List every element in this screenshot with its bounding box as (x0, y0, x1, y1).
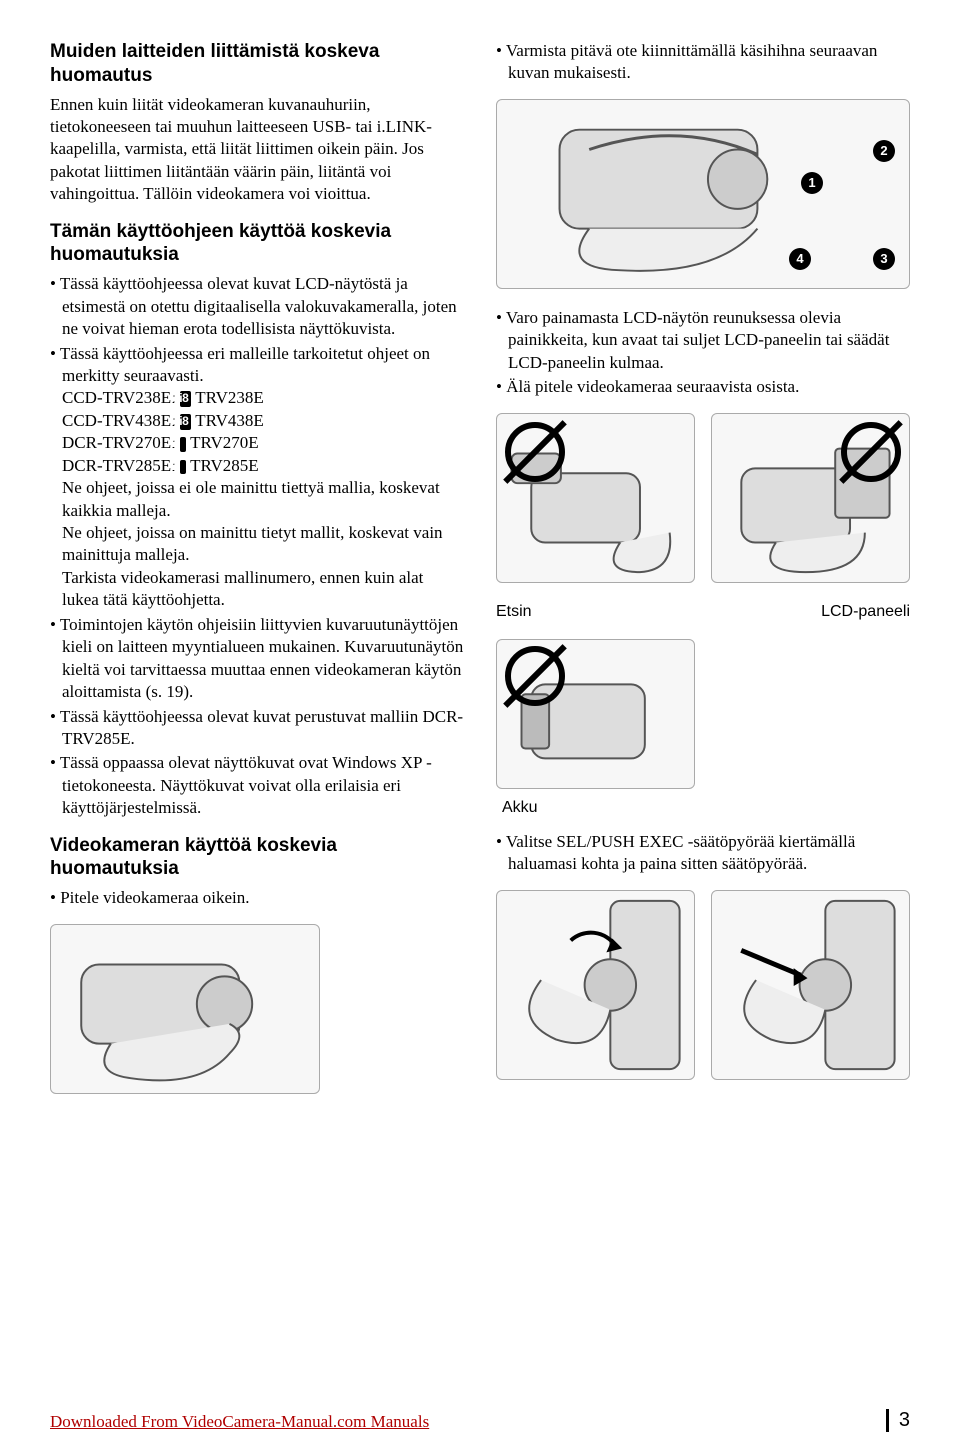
para-other-devices: Ennen kuin liität videokameran kuvanauhu… (50, 94, 464, 206)
dial-illustration-row (496, 890, 910, 1080)
hi8-icon: Hi8 (180, 391, 191, 407)
callout-3: 3 (873, 248, 895, 270)
manual-notes-list: Tässä käyttöohjeessa olevat kuvat LCD-nä… (50, 273, 464, 820)
note-sel-push-exec: Valitse SEL/PUSH EXEC -säätöpyörää kiert… (496, 831, 910, 876)
illustration-dial-turn (496, 890, 695, 1080)
note-based-on-model: Tässä käyttöohjeessa olevat kuvat perust… (50, 706, 464, 751)
page-number: 3 (886, 1409, 910, 1432)
caption-battery: Akku (502, 799, 695, 817)
hi8-icon: Hi8 (180, 414, 191, 430)
digital8-icon: D (180, 460, 186, 475)
digital8-icon: D (180, 437, 186, 452)
illustration-battery (496, 639, 695, 789)
illustration-dial-push (711, 890, 910, 1080)
callout-1: 1 (801, 172, 823, 194)
heading-camera-notes: Videokameran käyttöä koskevia huomautuks… (50, 834, 464, 882)
dont-hold-row-1 (496, 413, 910, 583)
note-model-marks: Tässä käyttöohjeessa eri malleille tarko… (50, 343, 464, 612)
note-grip-strap: Varmista pitävä ote kiinnittämällä käsih… (496, 40, 910, 85)
prohibit-icon (841, 422, 901, 482)
note-windows-screenshots: Tässä oppaassa olevat näyttökuvat ovat W… (50, 752, 464, 819)
caption-viewfinder: Etsin (496, 603, 693, 621)
left-column: Muiden laitteiden liittämistä koskeva hu… (50, 40, 464, 1094)
prohibit-icon (505, 646, 565, 706)
illustration-viewfinder (496, 413, 695, 583)
caption-lcd: LCD-paneeli (713, 603, 910, 621)
note-dont-hold-by: Älä pitele videokameraa seuraavista osis… (496, 376, 910, 398)
illustration-lcd-panel (711, 413, 910, 583)
note-hold-correctly: Pitele videokameraa oikein. (50, 887, 464, 909)
prohibit-icon (505, 422, 565, 482)
heading-manual-notes: Tämän käyttöohjeen käyttöä koskevia huom… (50, 220, 464, 268)
heading-other-devices: Muiden laitteiden liittämistä koskeva hu… (50, 40, 464, 88)
note-lcd-buttons: Varo painamasta LCD-näytön reunuksessa o… (496, 307, 910, 374)
illustration-hold-camera (50, 924, 320, 1094)
callout-2: 2 (873, 140, 895, 162)
dont-hold-row-2: Akku (496, 639, 910, 817)
note-osd-language: Toimintojen käytön ohjeisiin liittyvien … (50, 614, 464, 704)
caption-row-1: Etsin LCD-paneeli (496, 597, 910, 621)
illustration-grip-strap: 1 2 3 4 (496, 99, 910, 289)
right-column: Varmista pitävä ote kiinnittämällä käsih… (496, 40, 910, 1094)
camera-notes-list: Pitele videokameraa oikein. (50, 887, 464, 909)
footer-source-link[interactable]: Downloaded From VideoCamera-Manual.com M… (50, 1412, 429, 1432)
note-lcd-images: Tässä käyttöohjeessa olevat kuvat LCD-nä… (50, 273, 464, 340)
callout-4: 4 (789, 248, 811, 270)
page-footer: Downloaded From VideoCamera-Manual.com M… (50, 1409, 910, 1432)
